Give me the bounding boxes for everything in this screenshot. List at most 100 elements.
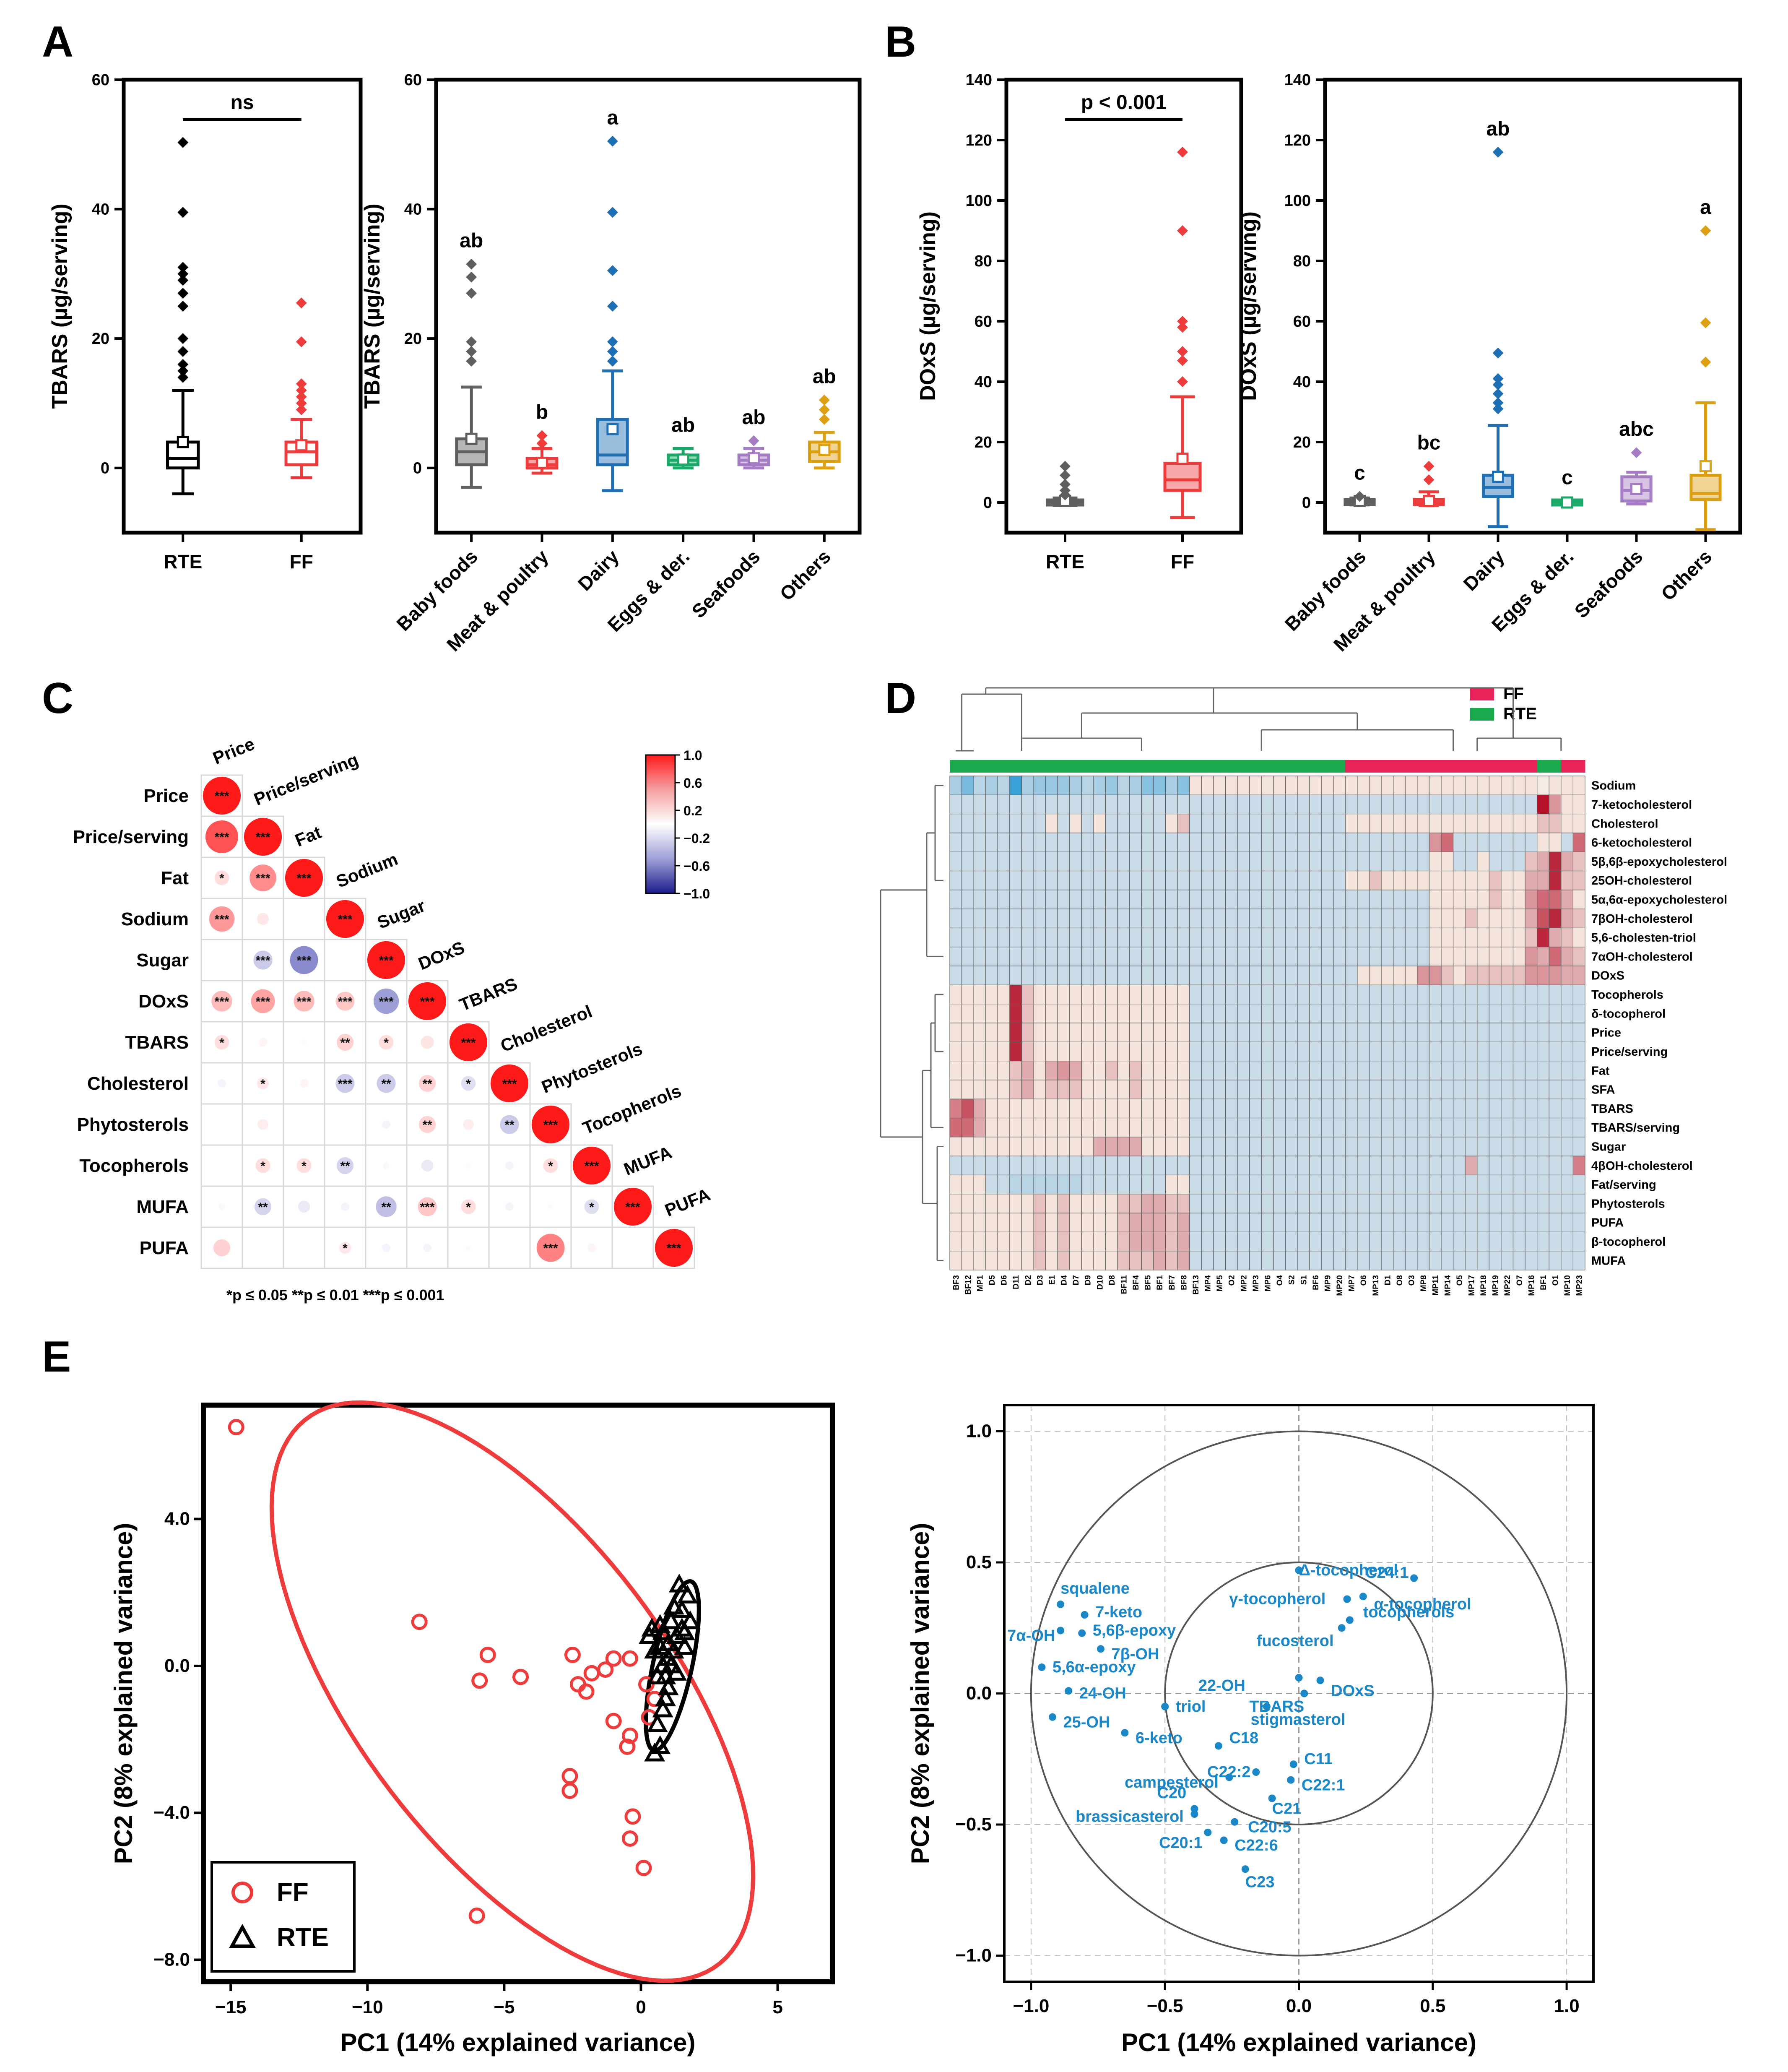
- corr-row-label: Sugar: [136, 950, 189, 971]
- heatmap-cell: [1369, 984, 1382, 1005]
- heatmap-cell: [1357, 1251, 1370, 1270]
- heatmap-cell: [1009, 984, 1022, 1005]
- heatmap-cell: [1537, 1137, 1549, 1156]
- heatmap-cell: [1417, 1004, 1429, 1023]
- heatmap-cell: [1165, 908, 1178, 929]
- heatmap-cell: [1429, 908, 1442, 929]
- heatmap-cell: [1345, 927, 1358, 947]
- loading-label: C21: [1272, 1800, 1302, 1818]
- heatmap-cell: [1369, 833, 1382, 852]
- heatmap-cell: [1297, 984, 1310, 1005]
- heatmap-cell: [1201, 1231, 1214, 1252]
- heatmap-cell: [1501, 1174, 1514, 1195]
- heatmap-column-label: BF3: [952, 1275, 961, 1290]
- heatmap-cell: [1081, 1004, 1094, 1023]
- heatmap-cell: [1129, 833, 1142, 852]
- heatmap-column-label: D8: [1108, 1275, 1117, 1285]
- heatmap-cell: [1405, 1213, 1418, 1232]
- corr-significance: ***: [338, 995, 352, 1009]
- heatmap-cell: [1177, 870, 1190, 890]
- heatmap-cell: [1009, 851, 1022, 872]
- heatmap-cell: [1021, 984, 1034, 1005]
- heatmap-cell: [1561, 833, 1574, 852]
- heatmap-cell: [1513, 1156, 1526, 1176]
- loading-label: C20:5: [1248, 1818, 1292, 1836]
- loading-point: [1241, 1865, 1249, 1873]
- corr-significance: **: [381, 1077, 391, 1091]
- heatmap-cell: [1369, 1004, 1382, 1023]
- score-point-rte: [677, 1585, 698, 1603]
- heatmap-cell: [1153, 1080, 1166, 1099]
- heatmap-cell: [1021, 927, 1034, 947]
- group-bar-cell: [1501, 760, 1513, 773]
- significance-letter: ab: [1486, 118, 1510, 140]
- corr-circle: [377, 1074, 396, 1093]
- heatmap-cell: [1057, 1004, 1070, 1023]
- heatmap-cell: [1177, 1098, 1190, 1119]
- heatmap-cell: [949, 1080, 962, 1099]
- heatmap-cell: [1477, 814, 1489, 833]
- heatmap-cell: [1237, 947, 1250, 966]
- heatmap-cell: [1069, 833, 1082, 852]
- loading-label: TBARS: [1249, 1698, 1304, 1715]
- heatmap-cell: [1357, 1137, 1370, 1156]
- heatmap-cell: [1405, 1194, 1418, 1213]
- heatmap-cell: [1297, 1174, 1310, 1195]
- heatmap-cell: [961, 814, 974, 833]
- y-tick-label: 80: [1293, 252, 1311, 270]
- heatmap-cell: [1405, 1231, 1418, 1252]
- heatmap-row-label: 4βOH-cholesterol: [1591, 1159, 1693, 1173]
- heatmap-cell: [961, 927, 974, 947]
- heatmap-cell: [1093, 908, 1106, 929]
- y-tick-label: 60: [975, 313, 992, 331]
- heatmap-cell: [1381, 814, 1394, 833]
- heatmap-cell: [1105, 1174, 1118, 1195]
- box-mean: [1561, 496, 1573, 509]
- heatmap-cell: [1201, 927, 1214, 947]
- heatmap-cell: [1477, 833, 1489, 852]
- heatmap-cell: [1465, 1231, 1478, 1252]
- heatmap-cell: [1345, 1004, 1358, 1023]
- corr-significance: ***: [214, 830, 229, 844]
- heatmap-cell: [985, 1174, 998, 1195]
- heatmap-cell: [1453, 908, 1466, 929]
- heatmap-cell: [1489, 833, 1502, 852]
- heatmap-cell: [1393, 1174, 1406, 1195]
- loading-label: fucosterol: [1257, 1632, 1334, 1650]
- heatmap-cell: [1021, 1231, 1034, 1252]
- heatmap-cell: [1093, 870, 1106, 890]
- heatmap-cell: [1021, 1023, 1034, 1042]
- heatmap-cell: [1261, 1004, 1274, 1023]
- significance-letter: ab: [742, 406, 765, 429]
- heatmap-cell: [1381, 851, 1394, 872]
- heatmap-cell: [1237, 1174, 1250, 1195]
- heatmap-cell: [1249, 1061, 1262, 1080]
- heatmap-column-label: S1: [1299, 1275, 1308, 1285]
- heatmap-cell: [1381, 1174, 1394, 1195]
- outlier-point: [296, 391, 307, 402]
- loading-point: [1048, 1713, 1056, 1721]
- row-dendrogram: [880, 785, 943, 1261]
- group-bar-cell: [1441, 760, 1454, 773]
- heatmap-cell: [1309, 851, 1322, 872]
- group-bar-cell: [1393, 760, 1406, 773]
- heatmap-cell: [1393, 1023, 1406, 1042]
- heatmap-cell: [961, 908, 974, 929]
- y-tick-label: 0.5: [966, 1552, 992, 1572]
- outlier-point: [1492, 347, 1504, 359]
- heatmap-cell: [1225, 1004, 1238, 1023]
- heatmap-cell: [1561, 851, 1574, 872]
- outlier-point: [466, 356, 477, 367]
- group-bar-cell: [950, 760, 962, 773]
- corr-circle: [217, 1079, 226, 1088]
- heatmap-cell: [1165, 1137, 1178, 1156]
- heatmap-cell: [1165, 1213, 1178, 1232]
- heatmap-cell: [1561, 1117, 1574, 1138]
- heatmap-cell: [1572, 814, 1585, 833]
- heatmap-cell: [997, 1137, 1010, 1156]
- colorbar-tick-label: 0.2: [683, 803, 702, 818]
- heatmap-cell: [1141, 1080, 1154, 1099]
- heatmap-cell: [961, 984, 974, 1005]
- heatmap-cell: [1081, 890, 1094, 909]
- heatmap-cell: [1501, 984, 1514, 1005]
